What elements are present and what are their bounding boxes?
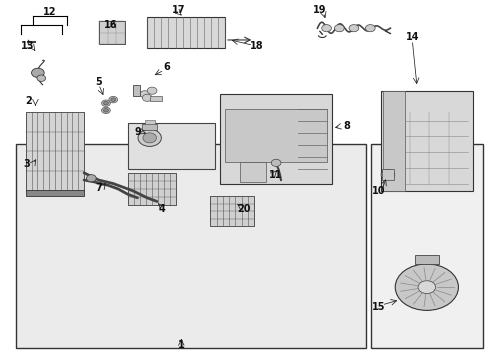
Circle shape: [271, 159, 281, 166]
Text: 2: 2: [25, 96, 31, 107]
Bar: [382, 91, 404, 191]
Bar: [380, 91, 472, 191]
Text: 15: 15: [371, 302, 384, 312]
Circle shape: [417, 281, 435, 294]
Circle shape: [102, 107, 110, 113]
Circle shape: [138, 129, 161, 147]
Text: 11: 11: [269, 170, 282, 180]
Text: 6: 6: [163, 63, 170, 72]
Text: 12: 12: [43, 7, 57, 17]
Circle shape: [365, 24, 374, 32]
Bar: [220, 94, 331, 184]
Text: 18: 18: [249, 41, 263, 51]
Text: 4: 4: [158, 203, 165, 213]
Text: 10: 10: [371, 186, 384, 197]
Text: 8: 8: [343, 121, 349, 131]
Circle shape: [334, 24, 344, 32]
Circle shape: [394, 264, 458, 310]
Bar: [370, 144, 482, 348]
Circle shape: [103, 102, 108, 105]
Circle shape: [380, 170, 394, 180]
Bar: [142, 124, 157, 130]
Bar: [16, 144, 366, 348]
Bar: [239, 162, 266, 182]
Text: 16: 16: [104, 19, 117, 30]
Bar: [127, 123, 215, 169]
Bar: [144, 120, 154, 124]
Circle shape: [142, 133, 156, 143]
Circle shape: [86, 175, 96, 182]
Text: 7: 7: [95, 183, 102, 193]
Text: 1: 1: [178, 340, 184, 350]
Bar: [149, 96, 162, 102]
Text: 17: 17: [172, 5, 185, 15]
Text: 14: 14: [405, 32, 418, 42]
Bar: [224, 109, 326, 162]
Circle shape: [321, 24, 331, 32]
Text: 3: 3: [23, 159, 30, 169]
Circle shape: [103, 109, 108, 112]
Circle shape: [348, 24, 358, 32]
Circle shape: [109, 96, 117, 103]
Text: 19: 19: [312, 5, 326, 15]
Circle shape: [111, 98, 116, 102]
Circle shape: [102, 100, 110, 107]
Circle shape: [37, 75, 45, 81]
Text: 9: 9: [134, 127, 141, 137]
Bar: [381, 169, 393, 180]
Bar: [147, 18, 224, 48]
Bar: [99, 21, 125, 44]
Bar: [210, 196, 254, 226]
Bar: [26, 112, 84, 191]
Bar: [127, 173, 176, 205]
Circle shape: [142, 94, 152, 102]
Bar: [414, 255, 438, 264]
Text: 5: 5: [95, 77, 102, 87]
Text: 20: 20: [237, 203, 251, 213]
Bar: [26, 190, 84, 196]
Circle shape: [140, 91, 149, 98]
Circle shape: [147, 87, 157, 94]
Circle shape: [31, 68, 44, 77]
Text: 13: 13: [21, 41, 35, 51]
Bar: [132, 85, 140, 96]
